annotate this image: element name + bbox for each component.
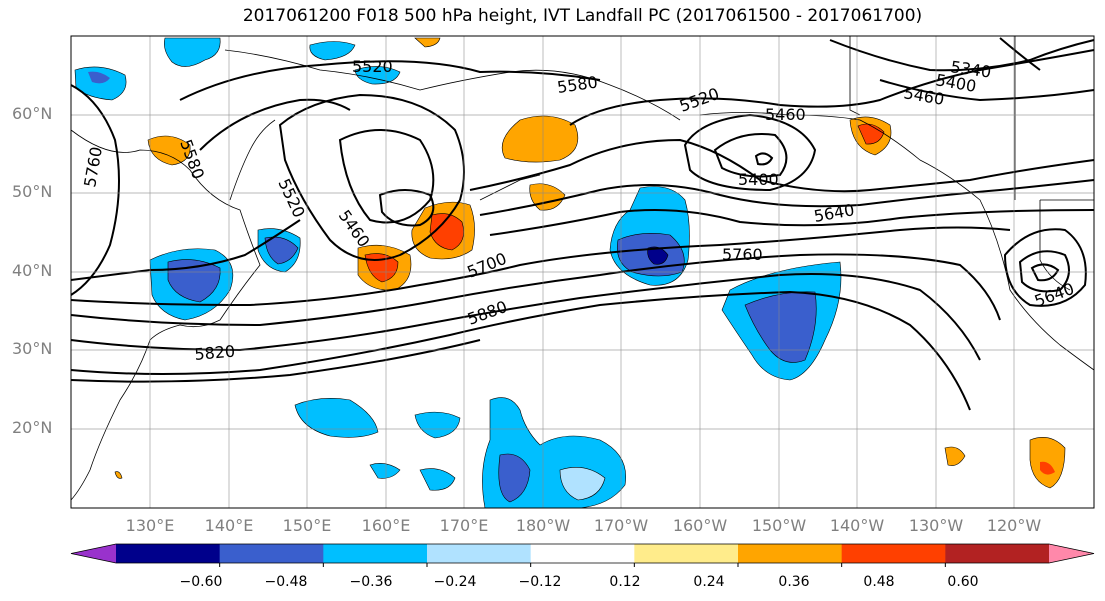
colorbar-tick-label: 0.48 — [863, 574, 895, 590]
colorbar-segment — [634, 544, 739, 563]
lat-label: 40°N — [12, 261, 53, 280]
colorbar-segment — [427, 544, 532, 563]
colorbar-tick-label: 0.12 — [609, 574, 641, 590]
height-contours — [70, 37, 1095, 411]
lat-label: 50°N — [12, 182, 53, 201]
colorbar-tick-label: −0.12 — [518, 574, 562, 590]
contour-label: 5400 — [738, 170, 779, 189]
colorbar-extend-low — [71, 544, 116, 563]
contour-label: 5460 — [765, 105, 806, 124]
colorbar-tick-label: 0.36 — [778, 574, 810, 590]
colorbar-tick-label: −0.48 — [264, 574, 308, 590]
colorbar-segment — [738, 544, 843, 563]
map-title: 2017061200 F018 500 hPa height, IVT Land… — [242, 6, 923, 26]
colorbar-tick-label: 0.60 — [947, 574, 979, 590]
colorbar-outline — [70, 543, 1095, 564]
lon-label: 130°E — [125, 516, 175, 535]
colorbar-tick-label: 0.24 — [693, 574, 725, 590]
lon-label: 150°E — [282, 516, 332, 535]
lon-label: 150°W — [751, 516, 807, 535]
lon-label: 120°W — [986, 516, 1042, 535]
map-frame — [70, 35, 1095, 509]
colorbar-segment — [945, 544, 1050, 563]
colorbar-segment — [116, 544, 221, 563]
lon-label: 130°W — [908, 516, 964, 535]
lon-label: 160°W — [672, 516, 728, 535]
lon-label: 170°W — [593, 516, 649, 535]
lon-label: 160°E — [361, 516, 411, 535]
colorbar-tick-label: −0.24 — [433, 574, 477, 590]
colorbar-segment — [841, 544, 946, 563]
colorbar-tick-label: −0.36 — [349, 574, 393, 590]
lon-label: 170°E — [439, 516, 489, 535]
lat-label: 60°N — [12, 104, 53, 123]
colorbar-tick-label: −0.60 — [179, 574, 223, 590]
lat-label: 30°N — [12, 339, 53, 358]
contour-label: 5520 — [352, 57, 393, 76]
graticule — [71, 36, 1094, 508]
lon-label: 140°W — [829, 516, 885, 535]
lon-label: 180°W — [515, 516, 571, 535]
colorbar-segment — [219, 544, 324, 563]
contour-label: 5760 — [722, 245, 763, 264]
contour-label: 5820 — [194, 342, 236, 364]
colorbar-segment — [530, 544, 635, 563]
colorbar-segment — [323, 544, 428, 563]
colorbar — [70, 543, 1095, 567]
lat-label: 20°N — [12, 418, 53, 437]
lon-label: 140°E — [204, 516, 254, 535]
colorbar-extend-high — [1049, 544, 1094, 563]
